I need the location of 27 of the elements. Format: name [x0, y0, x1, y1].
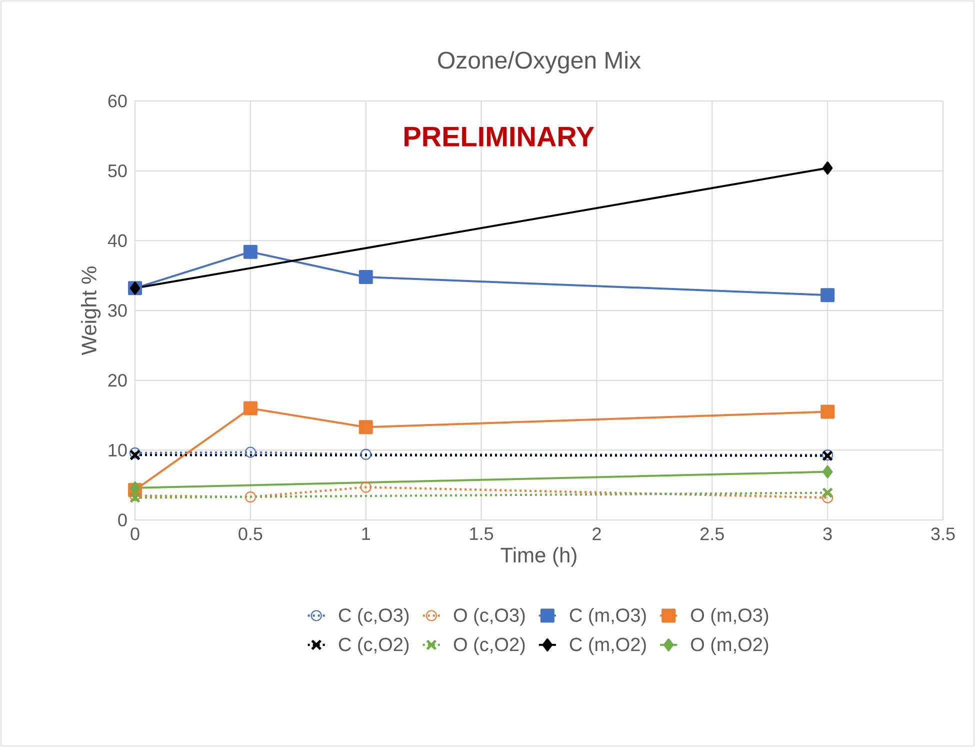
y-tick-label: 40	[108, 234, 127, 248]
y-tick-label: 50	[108, 164, 127, 178]
legend-label: C (c,O3)	[338, 608, 409, 626]
legend-label: C (c,O2)	[338, 637, 409, 655]
y-tick-label: 0	[118, 514, 127, 526]
x-tick-label: 3	[823, 528, 832, 540]
y-tick-label: 10	[108, 444, 127, 457]
legend-label: O (c,O2)	[454, 637, 525, 655]
y-tick-label: 30	[108, 304, 127, 317]
x-tick-label: 0	[130, 528, 140, 540]
legend-label: O (c,O3)	[454, 608, 525, 626]
y-tick-label: 60	[108, 94, 127, 108]
annotation: PRELIMINARY	[404, 126, 594, 146]
y-tick-label: 20	[108, 374, 127, 387]
legend-label: O (m,O2)	[691, 637, 768, 655]
x-tick-label: 1.5	[470, 528, 494, 540]
legend-label: C (m,O2)	[570, 637, 646, 655]
x-tick-label: 3.5	[931, 528, 955, 540]
x-tick-label: 0.5	[238, 528, 262, 540]
legend-label: O (m,O3)	[691, 608, 768, 626]
x-tick-label: 2.5	[700, 528, 724, 540]
y-axis-title: Weight %	[81, 266, 101, 356]
chart-title: Ozone/Oxygen Mix	[438, 51, 641, 74]
x-tick-label: 1	[362, 528, 370, 540]
x-axis-title: Time (h)	[500, 547, 576, 567]
legend-label: C (m,O3)	[570, 608, 646, 626]
x-tick-label: 2	[592, 528, 601, 540]
